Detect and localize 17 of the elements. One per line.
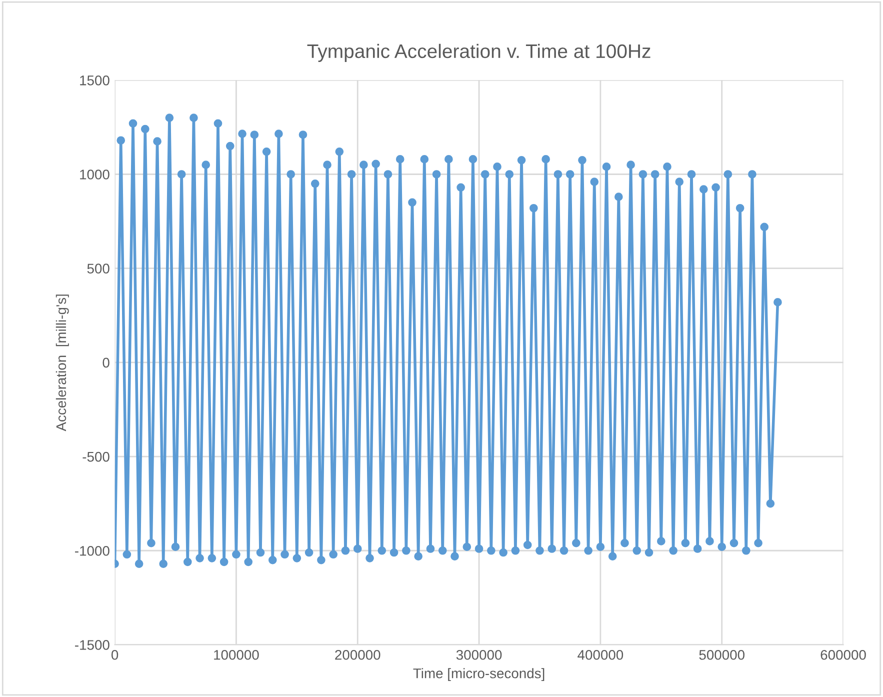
y-tick-label: 0 [102,358,110,368]
x-tick-label: 500000 [699,650,744,660]
x-tick-label: 300000 [456,650,502,660]
y-tick-label: 1000 [80,170,110,180]
y-tick-label: -1500 [75,640,110,650]
x-axis-title: Time [micro-seconds] [413,668,544,682]
y-tick-label: 500 [87,264,110,274]
y-tick-label: -1000 [75,546,110,556]
x-tick-label: 0 [111,650,118,660]
x-tick-label: 200000 [335,650,380,660]
x-tick-label: 100000 [214,650,259,660]
x-tick-label: 400000 [578,650,624,660]
y-tick-label: 1500 [80,75,110,86]
x-tick-label: 600000 [820,650,866,660]
chart-title: Tympanic Acceleration v. Time at 100Hz [307,44,650,62]
y-axis-title: Acceleration [milli-g's] [56,294,69,432]
y-tick-label: -500 [82,452,110,462]
